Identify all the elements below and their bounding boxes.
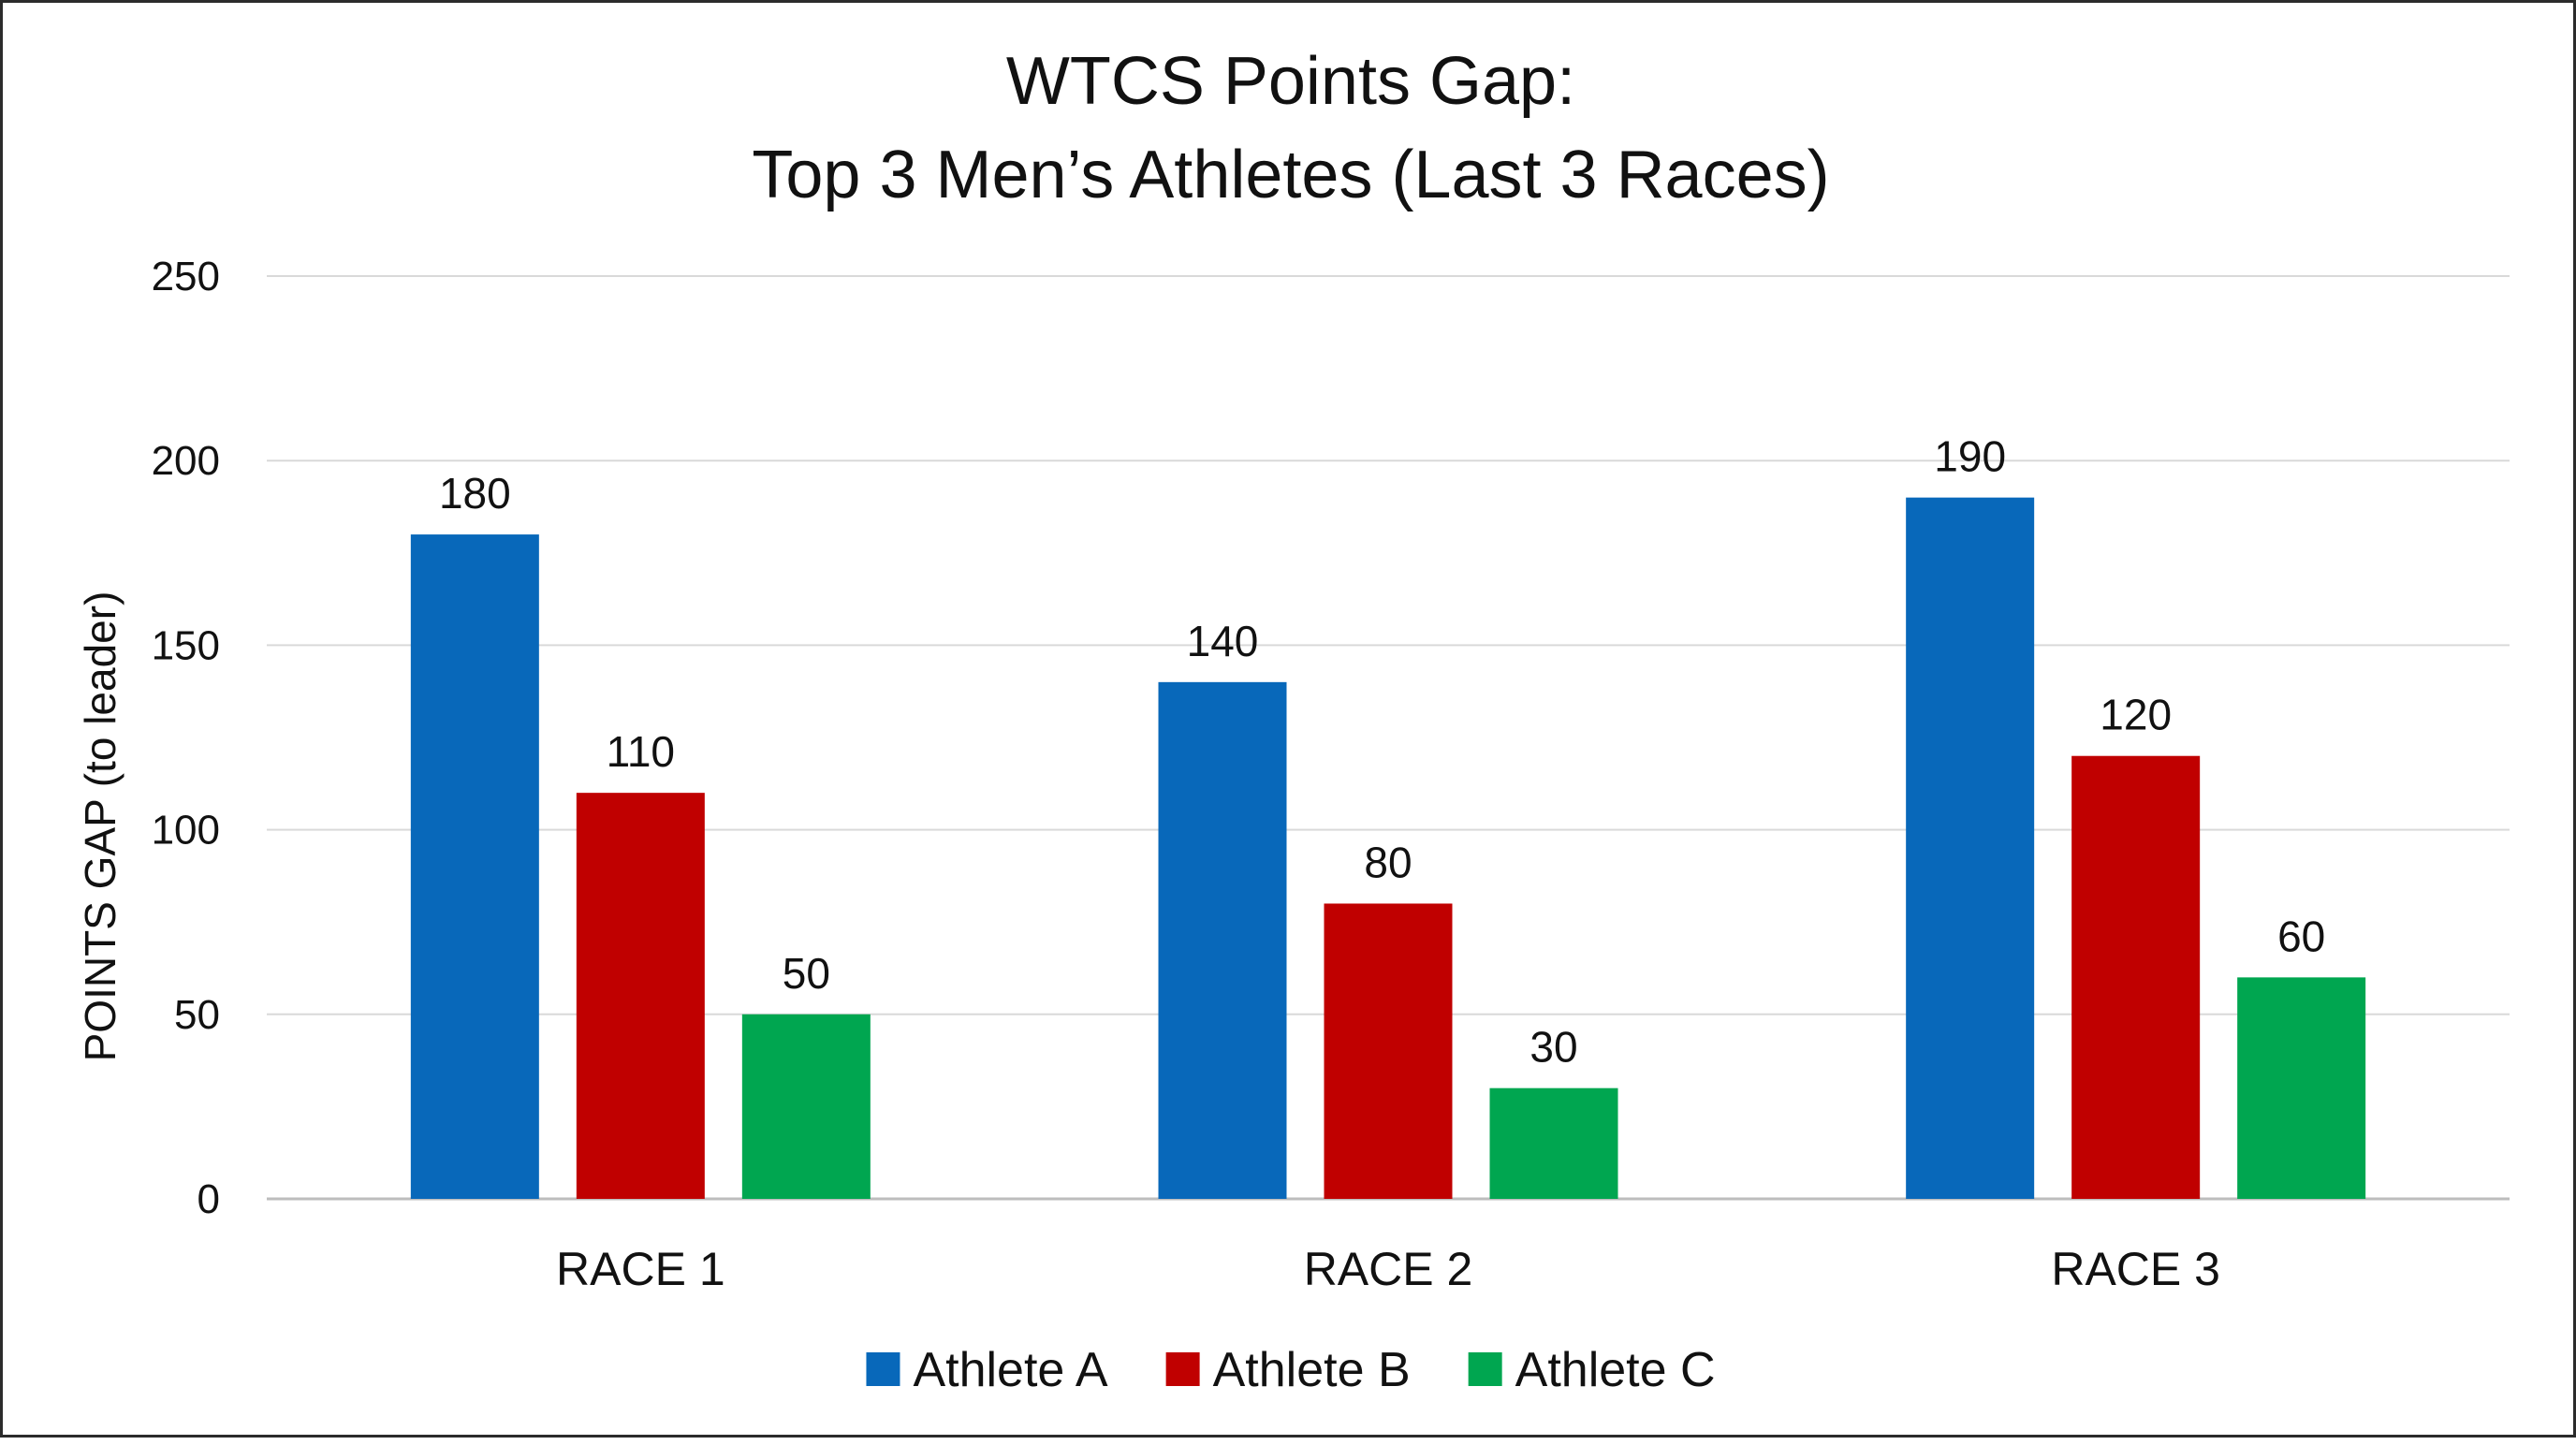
y-tick-label: 250 [152,254,220,299]
y-tick-label: 100 [152,808,220,854]
bar-athlete-c-race-1 [741,1014,871,1199]
bar-athlete-a-race-1 [410,534,539,1199]
data-label: 180 [439,469,511,518]
bar-athlete-c-race-2 [1489,1087,1618,1199]
x-category-label: RACE 2 [1304,1243,1473,1295]
y-tick-label: 200 [152,438,220,484]
chart-subtitle: Top 3 Men’s Athletes (Last 3 Races) [752,138,1829,212]
bar-athlete-b-race-1 [576,793,705,1199]
legend-swatch [866,1352,900,1386]
y-tick-label: 50 [174,992,220,1038]
y-axis-ticks: 0 50 100 150 200 250 [152,254,220,1222]
data-label: 50 [783,949,830,998]
legend-label: Athlete B [1213,1343,1411,1397]
legend-label: Athlete A [913,1343,1107,1397]
y-axis-label: POINTS GAP (to leader) [76,591,124,1062]
legend-swatch [1165,1352,1200,1386]
x-category-label: RACE 1 [556,1243,725,1295]
y-tick-label: 0 [198,1176,220,1222]
bar-athlete-a-race-2 [1158,681,1287,1199]
data-label: 190 [1934,432,2006,481]
data-label: 30 [1530,1023,1577,1072]
legend-label: Athlete C [1515,1343,1716,1397]
data-label: 110 [607,727,675,776]
data-label: 60 [2277,912,2325,960]
data-label: 120 [2100,691,2172,739]
bar-athlete-b-race-2 [1324,903,1453,1199]
legend-swatch [1468,1352,1502,1386]
bars [410,497,2366,1199]
y-tick-label: 150 [152,622,220,668]
data-label: 140 [1187,617,1259,665]
bar-athlete-a-race-3 [1906,497,2035,1199]
bar-chart: WTCS Points Gap: Top 3 Men’s Athletes (L… [76,44,2510,1397]
chart-title: WTCS Points Gap: [1006,44,1575,119]
x-axis-categories: RACE 1 RACE 2 RACE 3 [556,1243,2220,1295]
bar-athlete-c-race-3 [2237,977,2366,1199]
x-category-label: RACE 3 [2051,1243,2220,1295]
data-labels: 180 110 50 140 80 30 190 120 60 [439,432,2325,1072]
bar-athlete-b-race-3 [2071,755,2201,1199]
data-label: 80 [1364,838,1412,886]
legend: Athlete A Athlete B Athlete C [866,1343,1716,1397]
